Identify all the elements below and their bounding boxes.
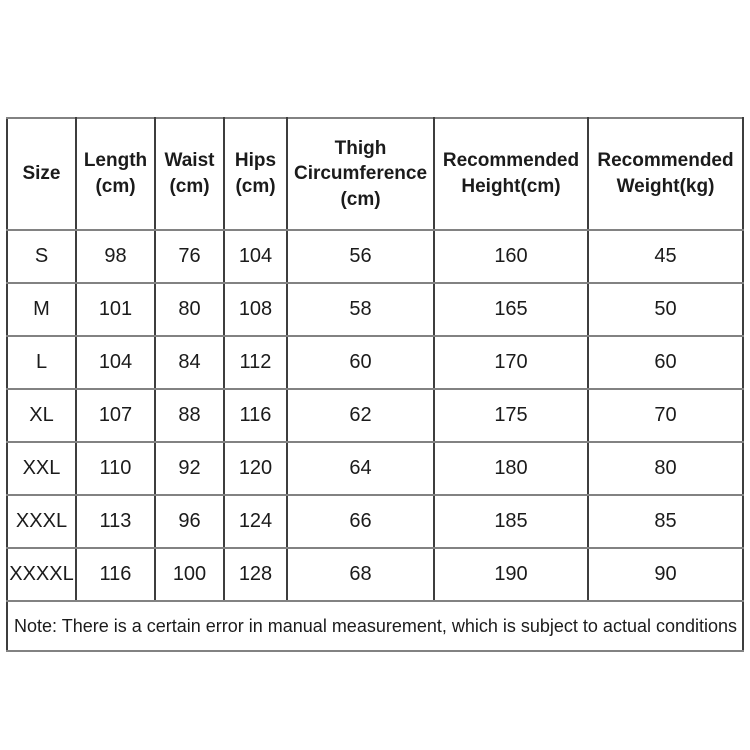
thigh-cell: 56 (286, 229, 435, 284)
hips-cell: 104 (223, 229, 288, 284)
length-cell: 98 (75, 229, 156, 284)
size-cell: XXXXL (6, 547, 77, 602)
length-cell: 110 (75, 441, 156, 496)
waist-cell: 96 (154, 494, 225, 549)
table-row: L 104 84 112 60 170 60 (6, 335, 744, 390)
length-cell: 113 (75, 494, 156, 549)
size-cell: L (6, 335, 77, 390)
height-cell: 165 (433, 282, 589, 337)
size-cell: XXXL (6, 494, 77, 549)
table-row: XL 107 88 116 62 175 70 (6, 388, 744, 443)
waist-cell: 92 (154, 441, 225, 496)
hips-cell: 124 (223, 494, 288, 549)
weight-cell: 50 (587, 282, 744, 337)
thigh-cell: 64 (286, 441, 435, 496)
column-header-recommended-weight: Recommended Weight(kg) (587, 117, 744, 231)
table-row: XXXL 113 96 124 66 185 85 (6, 494, 744, 549)
hips-cell: 116 (223, 388, 288, 443)
weight-cell: 60 (587, 335, 744, 390)
weight-cell: 70 (587, 388, 744, 443)
hips-cell: 128 (223, 547, 288, 602)
thigh-cell: 62 (286, 388, 435, 443)
weight-cell: 90 (587, 547, 744, 602)
waist-cell: 84 (154, 335, 225, 390)
column-header-thigh-circumference: Thigh Circumference (cm) (286, 117, 435, 231)
waist-cell: 88 (154, 388, 225, 443)
length-cell: 101 (75, 282, 156, 337)
weight-cell: 85 (587, 494, 744, 549)
size-chart: Size Length (cm) Waist (cm) Hips (cm) Th… (6, 117, 744, 652)
weight-cell: 45 (587, 229, 744, 284)
waist-cell: 100 (154, 547, 225, 602)
height-cell: 185 (433, 494, 589, 549)
column-header-hips: Hips (cm) (223, 117, 288, 231)
hips-cell: 120 (223, 441, 288, 496)
height-cell: 170 (433, 335, 589, 390)
measurement-note: Note: There is a certain error in manual… (6, 600, 744, 652)
column-header-size: Size (6, 117, 77, 231)
size-cell: XXL (6, 441, 77, 496)
height-cell: 180 (433, 441, 589, 496)
size-cell: M (6, 282, 77, 337)
table-row: S 98 76 104 56 160 45 (6, 229, 744, 284)
height-cell: 160 (433, 229, 589, 284)
size-chart-table: Size Length (cm) Waist (cm) Hips (cm) Th… (6, 117, 744, 652)
waist-cell: 80 (154, 282, 225, 337)
length-cell: 116 (75, 547, 156, 602)
size-cell: S (6, 229, 77, 284)
table-row: M 101 80 108 58 165 50 (6, 282, 744, 337)
column-header-recommended-height: Recommended Height(cm) (433, 117, 589, 231)
thigh-cell: 68 (286, 547, 435, 602)
length-cell: 104 (75, 335, 156, 390)
table-row: XXXXL 116 100 128 68 190 90 (6, 547, 744, 602)
header-row: Size Length (cm) Waist (cm) Hips (cm) Th… (6, 117, 744, 231)
height-cell: 175 (433, 388, 589, 443)
weight-cell: 80 (587, 441, 744, 496)
height-cell: 190 (433, 547, 589, 602)
note-row: Note: There is a certain error in manual… (6, 600, 744, 652)
hips-cell: 108 (223, 282, 288, 337)
length-cell: 107 (75, 388, 156, 443)
hips-cell: 112 (223, 335, 288, 390)
table-row: XXL 110 92 120 64 180 80 (6, 441, 744, 496)
thigh-cell: 66 (286, 494, 435, 549)
waist-cell: 76 (154, 229, 225, 284)
column-header-waist: Waist (cm) (154, 117, 225, 231)
size-cell: XL (6, 388, 77, 443)
column-header-length: Length (cm) (75, 117, 156, 231)
thigh-cell: 60 (286, 335, 435, 390)
thigh-cell: 58 (286, 282, 435, 337)
